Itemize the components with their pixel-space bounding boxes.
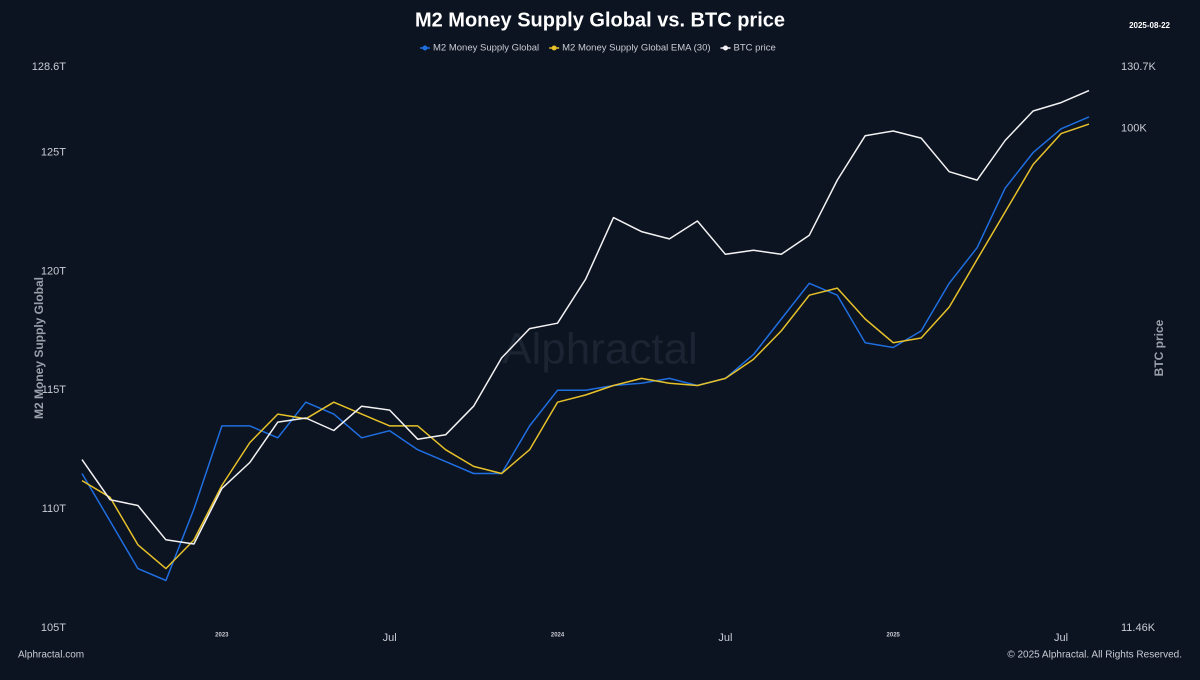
y2-tick-label: 130.7K <box>1121 61 1157 73</box>
x-tick-label: 2025 <box>887 633 901 639</box>
source: Alphractal.com <box>18 650 84 661</box>
y2-axis-title: BTC price <box>1152 319 1166 376</box>
y-tick-label: 105T <box>41 622 66 634</box>
x-tick-label: Jul <box>718 632 732 644</box>
series-line <box>81 89 1090 545</box>
series-line <box>81 123 1090 570</box>
y-tick-label: 125T <box>41 146 66 158</box>
x-tick-label: Jul <box>383 632 397 644</box>
x-tick-label: 2024 <box>551 633 565 639</box>
legend-marker <box>551 45 557 51</box>
y-tick-label: 128.6T <box>32 61 67 73</box>
chart-title: M2 Money Supply Global vs. BTC price <box>415 9 785 31</box>
series-line <box>81 116 1090 582</box>
legend-marker <box>422 45 428 51</box>
legend-label: M2 Money Supply Global <box>433 43 539 54</box>
legend-label: M2 Money Supply Global EMA (30) <box>562 43 710 54</box>
x-tick-label: 2023 <box>215 633 229 639</box>
chart-date: 2025-08-22 <box>1129 21 1170 30</box>
legend: M2 Money Supply Global M2 Money Supply Gl… <box>420 43 776 54</box>
legend-marker <box>723 45 729 51</box>
copyright: © 2025 Alphractal. All Rights Reserved. <box>1007 650 1182 661</box>
y2-tick-label: 100K <box>1121 123 1147 135</box>
watermark: Alphractal <box>502 325 698 374</box>
y-tick-label: 120T <box>41 265 66 277</box>
y2-tick-label: 11.46K <box>1121 622 1156 634</box>
y-tick-label: 115T <box>42 384 67 396</box>
legend-label: BTC price <box>734 43 776 54</box>
y-tick-label: 110T <box>42 503 67 515</box>
y-axis-title: M2 Money Supply Global <box>32 277 46 419</box>
x-tick-label: Jul <box>1054 632 1068 644</box>
